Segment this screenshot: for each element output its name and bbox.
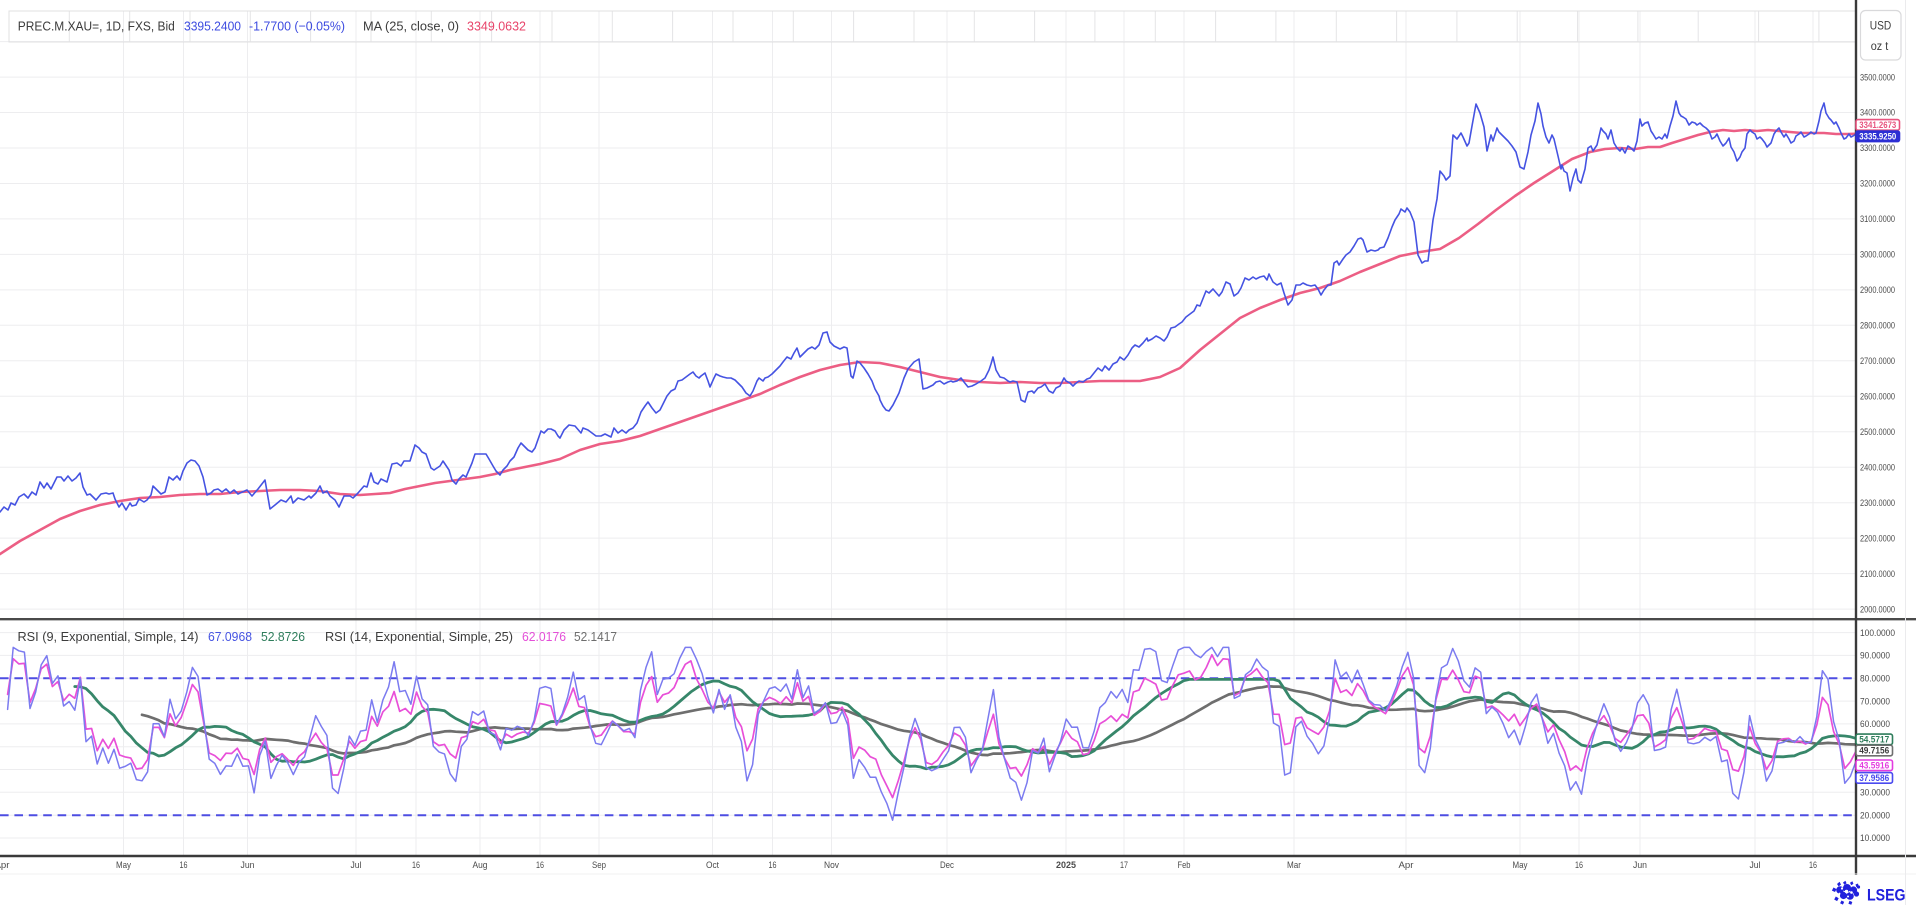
svg-text:90.0000: 90.0000 [1860,651,1890,662]
svg-text:17: 17 [1120,860,1128,871]
svg-text:3335.9250: 3335.9250 [1859,132,1896,143]
svg-text:2025: 2025 [1056,860,1077,871]
svg-text:2800.0000: 2800.0000 [1860,321,1895,332]
svg-text:LSEG: LSEG [1867,887,1906,905]
svg-text:2300.0000: 2300.0000 [1860,498,1895,509]
svg-text:60.0000: 60.0000 [1860,719,1890,730]
svg-text:MA (25, close, 0): MA (25, close, 0) [363,19,459,34]
svg-text:Apr: Apr [0,860,10,871]
svg-text:3341.2673: 3341.2673 [1859,120,1896,131]
svg-text:2900.0000: 2900.0000 [1860,285,1895,296]
svg-text:3500.0000: 3500.0000 [1860,72,1895,83]
svg-text:2600.0000: 2600.0000 [1860,392,1895,403]
svg-text:oz t: oz t [1871,41,1889,53]
svg-text:May: May [1513,860,1528,871]
svg-text:3395.2400: 3395.2400 [184,19,241,34]
svg-text:62.0176: 62.0176 [522,629,566,644]
svg-text:16: 16 [1809,860,1817,871]
svg-text:Mar: Mar [1287,860,1301,871]
svg-text:Dec: Dec [940,860,954,871]
svg-text:RSI (9, Exponential, Simple, 1: RSI (9, Exponential, Simple, 14) [18,629,199,644]
svg-text:16: 16 [1575,860,1583,871]
svg-text:16: 16 [536,860,544,871]
svg-text:2000.0000: 2000.0000 [1860,605,1895,616]
svg-text:70.0000: 70.0000 [1860,696,1890,707]
svg-text:2500.0000: 2500.0000 [1860,427,1895,438]
svg-text:Jul: Jul [1750,860,1761,871]
svg-text:80.0000: 80.0000 [1860,673,1890,684]
svg-text:52.1417: 52.1417 [574,629,617,644]
svg-text:2400.0000: 2400.0000 [1860,462,1895,473]
svg-text:3000.0000: 3000.0000 [1860,250,1895,261]
svg-text:67.0968: 67.0968 [208,629,252,644]
svg-text:54.5717: 54.5717 [1859,735,1889,746]
svg-text:43.5916: 43.5916 [1859,761,1889,772]
svg-text:2700.0000: 2700.0000 [1860,356,1895,367]
svg-text:Feb: Feb [1178,860,1191,871]
svg-text:3300.0000: 3300.0000 [1860,143,1895,154]
svg-text:3200.0000: 3200.0000 [1860,179,1895,190]
svg-text:16: 16 [769,860,777,871]
svg-text:37.9586: 37.9586 [1859,773,1889,784]
svg-text:Nov: Nov [824,860,839,871]
svg-text:30.0000: 30.0000 [1860,788,1890,799]
svg-text:-1.7700 (−0.05%): -1.7700 (−0.05%) [249,19,345,34]
svg-text:3400.0000: 3400.0000 [1860,108,1895,119]
svg-text:3349.0632: 3349.0632 [467,19,526,34]
svg-text:RSI (14, Exponential, Simple,: RSI (14, Exponential, Simple, 25) [325,629,513,644]
svg-text:Jun: Jun [1633,860,1647,871]
svg-text:2100.0000: 2100.0000 [1860,569,1895,580]
svg-text:52.8726: 52.8726 [261,629,305,644]
svg-text:100.0000: 100.0000 [1860,628,1895,639]
svg-text:20.0000: 20.0000 [1860,810,1890,821]
svg-text:Apr: Apr [1399,860,1414,871]
svg-text:PREC.M.XAU=, 1D, FXS, Bid: PREC.M.XAU=, 1D, FXS, Bid [18,19,175,34]
svg-text:3100.0000: 3100.0000 [1860,214,1895,225]
svg-text:16: 16 [180,860,188,871]
svg-text:USD: USD [1870,21,1892,33]
svg-text:May: May [116,860,131,871]
svg-text:Aug: Aug [473,860,488,871]
svg-text:10.0000: 10.0000 [1860,833,1890,844]
svg-text:49.7156: 49.7156 [1859,746,1889,757]
svg-text:16: 16 [412,860,420,871]
svg-text:Jul: Jul [351,860,362,871]
svg-text:Oct: Oct [706,860,719,871]
svg-text:Jun: Jun [241,860,255,871]
svg-text:Sep: Sep [592,860,606,871]
svg-text:2200.0000: 2200.0000 [1860,533,1895,544]
